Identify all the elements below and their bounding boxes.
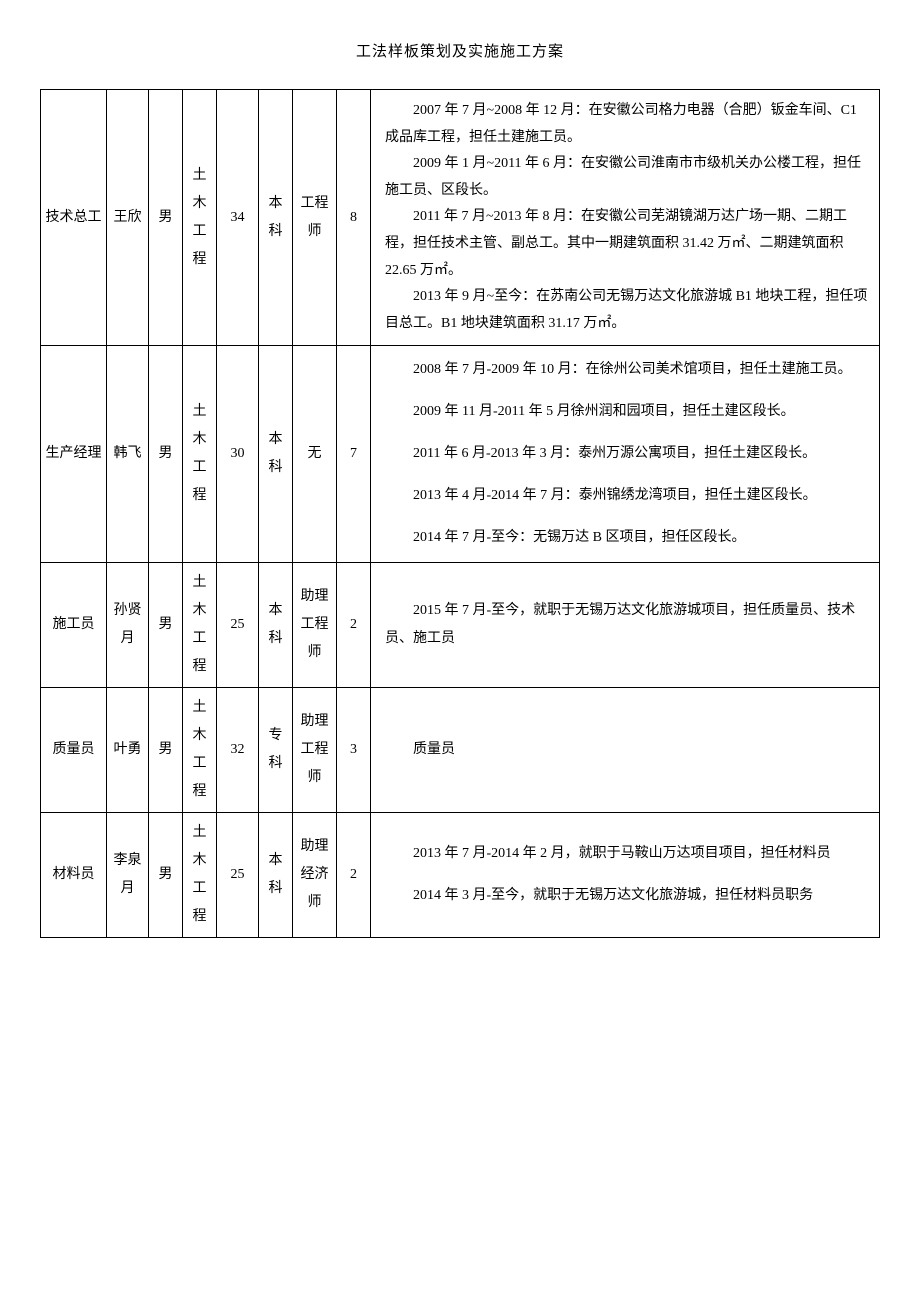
age-cell: 32 — [217, 688, 259, 813]
title-cell: 无 — [293, 346, 337, 563]
title-cell: 助理工程师 — [293, 688, 337, 813]
table-row: 材料员李泉月男土木工程25本科助理经济师22013 年 7 月-2014 年 2… — [41, 813, 880, 938]
title-cell: 助理经济师 — [293, 813, 337, 938]
major-cell: 土木工程 — [183, 563, 217, 688]
gender-cell: 男 — [149, 90, 183, 346]
age-cell: 34 — [217, 90, 259, 346]
edu-cell: 专科 — [259, 688, 293, 813]
description-paragraph: 2014 年 3 月-至今，就职于无锡万达文化旅游城，担任材料员职务 — [385, 882, 871, 910]
description-cell: 质量员 — [371, 688, 880, 813]
edu-cell: 本科 — [259, 563, 293, 688]
description-paragraph: 2013 年 4 月-2014 年 7 月：泰州锦绣龙湾项目，担任土建区段长。 — [385, 482, 871, 510]
name-cell: 王欣 — [107, 90, 149, 346]
description-cell: 2007 年 7 月~2008 年 12 月：在安徽公司格力电器（合肥）钣金车间… — [371, 90, 880, 346]
years-cell: 8 — [337, 90, 371, 346]
table-row: 质量员叶勇男土木工程32专科助理工程师3质量员 — [41, 688, 880, 813]
major-cell: 土木工程 — [183, 813, 217, 938]
edu-cell: 本科 — [259, 813, 293, 938]
description-cell: 2013 年 7 月-2014 年 2 月，就职于马鞍山万达项目项目，担任材料员… — [371, 813, 880, 938]
description-paragraph: 2015 年 7 月-至今，就职于无锡万达文化旅游城项目，担任质量员、技术员、施… — [385, 597, 871, 653]
description-paragraph: 2013 年 9 月~至今：在苏南公司无锡万达文化旅游城 B1 地块工程，担任项… — [385, 284, 871, 337]
years-cell: 3 — [337, 688, 371, 813]
description-paragraph: 2009 年 11 月-2011 年 5 月徐州润和园项目，担任土建区段长。 — [385, 398, 871, 426]
role-cell: 质量员 — [41, 688, 107, 813]
description-paragraph: 2008 年 7 月-2009 年 10 月：在徐州公司美术馆项目，担任土建施工… — [385, 356, 871, 384]
role-cell: 施工员 — [41, 563, 107, 688]
description-paragraph: 2013 年 7 月-2014 年 2 月，就职于马鞍山万达项目项目，担任材料员 — [385, 840, 871, 868]
page-title: 工法样板策划及实施施工方案 — [40, 40, 880, 61]
description-paragraph: 2014 年 7 月-至今：无锡万达 B 区项目，担任区段长。 — [385, 524, 871, 552]
description-paragraph: 2011 年 7 月~2013 年 8 月：在安徽公司芜湖镜湖万达广场一期、二期… — [385, 204, 871, 284]
description-paragraph: 质量员 — [385, 739, 871, 761]
age-cell: 25 — [217, 563, 259, 688]
major-cell: 土木工程 — [183, 346, 217, 563]
role-cell: 技术总工 — [41, 90, 107, 346]
table-row: 生产经理韩飞男土木工程30本科无7 2008 年 7 月-2009 年 10 月：… — [41, 346, 880, 563]
age-cell: 25 — [217, 813, 259, 938]
description-cell: 2008 年 7 月-2009 年 10 月：在徐州公司美术馆项目，担任土建施工… — [371, 346, 880, 563]
age-cell: 30 — [217, 346, 259, 563]
description-paragraph: 2009 年 1 月~2011 年 6 月：在安徽公司淮南市市级机关办公楼工程，… — [385, 151, 871, 204]
gender-cell: 男 — [149, 346, 183, 563]
name-cell: 韩飞 — [107, 346, 149, 563]
major-cell: 土木工程 — [183, 688, 217, 813]
major-cell: 土木工程 — [183, 90, 217, 346]
title-cell: 工程师 — [293, 90, 337, 346]
personnel-table: 技术总工王欣男土木工程34本科工程师82007 年 7 月~2008 年 12 … — [40, 89, 880, 938]
name-cell: 孙贤月 — [107, 563, 149, 688]
edu-cell: 本科 — [259, 90, 293, 346]
description-paragraph: 2007 年 7 月~2008 年 12 月：在安徽公司格力电器（合肥）钣金车间… — [385, 98, 871, 151]
document-page: 工法样板策划及实施施工方案 技术总工王欣男土木工程34本科工程师82007 年 … — [0, 0, 920, 998]
title-cell: 助理工程师 — [293, 563, 337, 688]
years-cell: 7 — [337, 346, 371, 563]
role-cell: 材料员 — [41, 813, 107, 938]
years-cell: 2 — [337, 563, 371, 688]
gender-cell: 男 — [149, 813, 183, 938]
description-cell: 2015 年 7 月-至今，就职于无锡万达文化旅游城项目，担任质量员、技术员、施… — [371, 563, 880, 688]
name-cell: 叶勇 — [107, 688, 149, 813]
name-cell: 李泉月 — [107, 813, 149, 938]
gender-cell: 男 — [149, 563, 183, 688]
role-cell: 生产经理 — [41, 346, 107, 563]
table-row: 施工员孙贤月男土木工程25本科助理工程师22015 年 7 月-至今，就职于无锡… — [41, 563, 880, 688]
gender-cell: 男 — [149, 688, 183, 813]
years-cell: 2 — [337, 813, 371, 938]
description-paragraph: 2011 年 6 月-2013 年 3 月：泰州万源公寓项目，担任土建区段长。 — [385, 440, 871, 468]
table-row: 技术总工王欣男土木工程34本科工程师8 2007 年 7 月~2008 年 12 … — [41, 90, 880, 346]
edu-cell: 本科 — [259, 346, 293, 563]
